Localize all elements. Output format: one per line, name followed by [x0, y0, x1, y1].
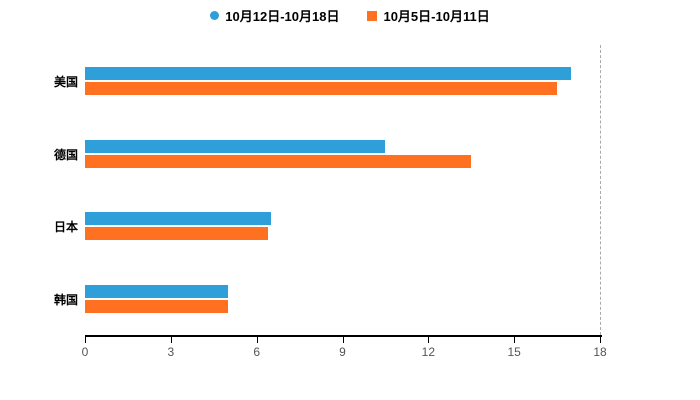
x-tick-mark-6: [600, 337, 601, 343]
x-tick-label-1: 3: [167, 345, 175, 359]
bar-韩国-series1[interactable]: [85, 299, 229, 313]
legend-item-week2[interactable]: 10月12日-10月18日: [210, 6, 339, 25]
x-tick-label-3: 9: [339, 345, 346, 359]
x-tick-label-2: 6: [253, 345, 260, 359]
legend-square-marker-icon: [367, 10, 378, 21]
legend-circle-marker-icon: [210, 11, 220, 20]
x-tick-mark-1: [170, 337, 172, 343]
x-tick-mark-3: [342, 337, 344, 343]
x-tick-mark-2: [256, 337, 258, 343]
legend-label-week2: 10月12日-10月18日: [225, 9, 340, 24]
legend-label-week1: 10月5日-10月11日: [383, 9, 490, 24]
bar-美国-series0[interactable]: [85, 67, 572, 81]
category-label-3: 韩国: [53, 292, 78, 307]
x-tick-label-0: 0: [81, 345, 89, 359]
x-tick-label-5: 15: [507, 345, 521, 359]
bar-美国-series1[interactable]: [85, 82, 558, 96]
bar-日本-series0[interactable]: [85, 212, 271, 226]
x-axis-line: [85, 335, 602, 337]
legend-item-week1[interactable]: 10月5日-10月11日: [367, 6, 490, 25]
bar-德国-series0[interactable]: [85, 139, 386, 153]
x-tick-mark-5: [514, 337, 516, 343]
category-label-2: 日本: [53, 220, 78, 235]
bar-韩国-series0[interactable]: [85, 284, 229, 298]
category-label-0: 美国: [53, 75, 78, 90]
bar-日本-series1[interactable]: [85, 227, 269, 241]
category-label-1: 德国: [53, 147, 78, 162]
x-tick-label-4: 12: [421, 345, 436, 359]
bar-德国-series1[interactable]: [85, 154, 472, 168]
legend: 10月12日-10月18日 10月5日-10月11日: [0, 6, 700, 25]
x-tick-mark-0: [85, 337, 86, 343]
x-tick-label-6: 18: [593, 345, 607, 359]
x-tick-mark-4: [428, 337, 430, 343]
gridline-xmax: [600, 45, 601, 335]
